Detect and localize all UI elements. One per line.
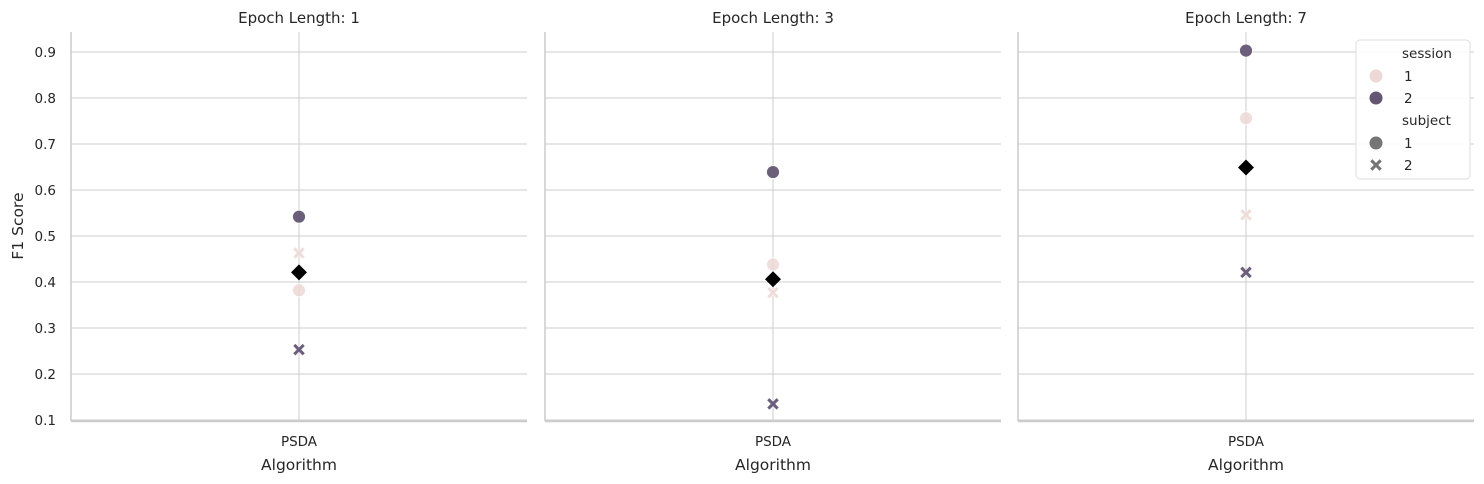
x-tick-label: PSDA	[281, 434, 318, 450]
y-tick-label: 0.8	[35, 91, 56, 107]
x-axis-label: Algorithm	[1208, 456, 1284, 474]
legend-subject-marker	[1369, 158, 1383, 172]
data-point	[1239, 43, 1253, 58]
y-tick-label: 0.9	[35, 45, 56, 61]
data-point	[1239, 111, 1253, 126]
legend-session-label: 1	[1404, 69, 1413, 85]
legend-session-label: 2	[1404, 91, 1413, 107]
x-axis-label: Algorithm	[261, 456, 337, 474]
data-point	[1239, 265, 1253, 279]
mean-marker	[765, 271, 781, 288]
data-point	[292, 246, 306, 260]
data-point	[292, 342, 306, 357]
y-tick-label: 0.7	[35, 137, 56, 153]
legend-session-marker	[1369, 69, 1383, 83]
data-point	[766, 397, 780, 411]
x-tick-label: PSDA	[755, 434, 792, 450]
legend-subject-marker	[1369, 136, 1383, 150]
x-tick-label: PSDA	[1228, 434, 1265, 450]
x-axis-label: Algorithm	[735, 456, 811, 474]
data-point	[766, 285, 780, 300]
y-tick-label: 0.5	[35, 229, 56, 245]
data-point	[766, 257, 780, 272]
legend-subject-label: 2	[1404, 158, 1413, 174]
legend-session-marker	[1369, 91, 1383, 105]
facet-title: Epoch Length: 7	[1185, 9, 1307, 27]
y-tick-label: 0.3	[35, 321, 56, 337]
facet-title: Epoch Length: 1	[238, 9, 360, 27]
y-tick-label: 0.6	[35, 183, 56, 199]
data-point	[766, 165, 780, 179]
legend-box	[1355, 39, 1471, 180]
facet-title: Epoch Length: 3	[712, 9, 834, 27]
mean-marker	[1238, 159, 1254, 176]
mean-marker	[291, 264, 307, 281]
data-point	[292, 209, 306, 224]
y-tick-label: 0.1	[35, 413, 56, 429]
legend-session-title: session	[1402, 46, 1452, 62]
legend-subject-title: subject	[1402, 113, 1451, 129]
legend-subject-label: 1	[1404, 136, 1413, 152]
data-point	[1239, 208, 1253, 222]
data-point	[292, 283, 306, 298]
y-tick-label: 0.4	[35, 275, 56, 291]
y-tick-label: 0.2	[35, 367, 56, 383]
y-axis-label: F1 Score	[9, 192, 27, 259]
